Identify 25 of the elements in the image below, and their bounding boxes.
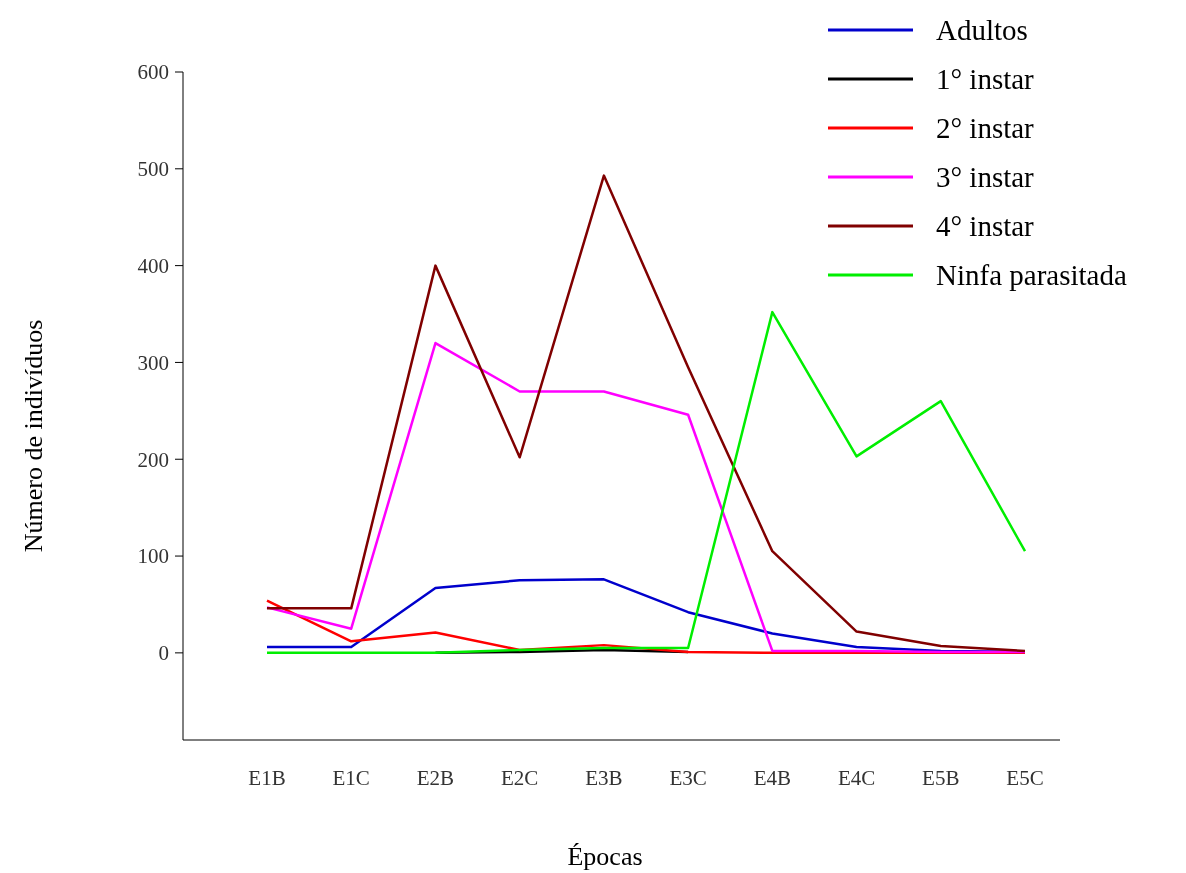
x-tick-label: E3B — [585, 766, 623, 790]
y-axis-title: Número de indivíduos — [19, 319, 48, 553]
y-tick-label: 100 — [137, 544, 169, 569]
legend-label: 4° instar — [936, 210, 1035, 243]
x-tick-label: E3C — [669, 766, 707, 790]
y-tick-label: 500 — [137, 157, 169, 182]
legend-label: 3° instar — [936, 161, 1035, 194]
x-tick-label: E5B — [922, 766, 960, 790]
legend-label: Ninfa parasitada — [936, 259, 1127, 292]
x-tick-label: E5C — [1006, 766, 1044, 790]
legend-label: Adultos — [936, 14, 1028, 47]
x-tick-label: E4B — [753, 766, 792, 790]
x-tick-label: E1B — [248, 766, 286, 790]
legend-label: 1° instar — [936, 63, 1035, 96]
x-tick-label: E4C — [837, 766, 876, 790]
x-axis-title: Épocas — [567, 842, 643, 871]
y-tick-label: 300 — [137, 350, 169, 375]
y-tick-label: 400 — [137, 253, 169, 278]
x-tick-label: E2B — [416, 766, 455, 790]
legend-label: 2° instar — [936, 112, 1035, 145]
y-tick-label: 600 — [137, 60, 169, 85]
x-tick-label: E1C — [332, 766, 370, 790]
y-tick-label: 200 — [137, 447, 169, 472]
y-tick-label: 0 — [158, 641, 169, 666]
x-tick-label: E2C — [500, 766, 539, 790]
